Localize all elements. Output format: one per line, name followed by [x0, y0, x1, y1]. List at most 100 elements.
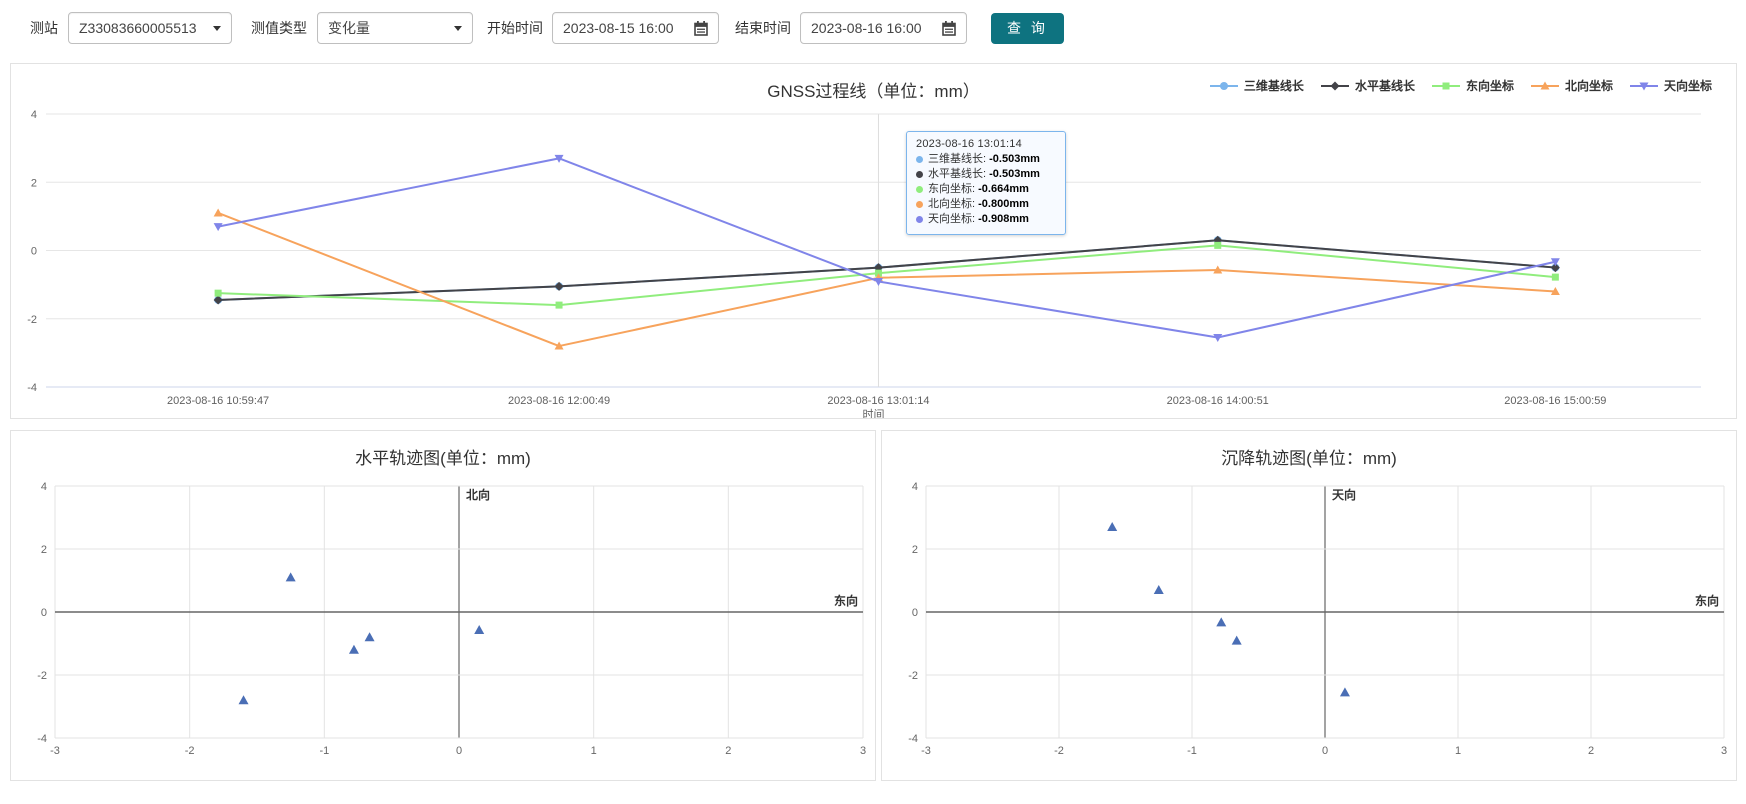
svg-text:2023-08-16 13:01:14: 2023-08-16 13:01:14 — [827, 395, 929, 407]
tooltip-rows: 三维基线长: -0.503mm 水平基线长: -0.503mm 东向坐标: -0.6… — [916, 152, 1056, 227]
chart-tooltip: 2023-08-16 13:01:14 三维基线长: -0.503mm 水平基线长… — [906, 131, 1066, 235]
tooltip-row-text: 东向坐标: -0.664mm — [928, 183, 1029, 195]
start-time-input[interactable]: 2023-08-15 16:00 — [552, 12, 719, 44]
svg-text:4: 4 — [912, 481, 918, 493]
svg-text:东向: 东向 — [834, 593, 858, 608]
svg-text:东向: 东向 — [1695, 593, 1719, 608]
series-color-dot — [916, 156, 923, 163]
legend-label: 三维基线长 — [1243, 79, 1304, 93]
line-chart-x-labels: 2023-08-16 10:59:47 2023-08-16 12:00:49 20… — [167, 395, 1606, 418]
station-label: 测站 — [30, 20, 58, 36]
legend-item-天向坐标[interactable]: 天向坐标 — [1629, 77, 1712, 94]
tooltip-row-text: 三维基线长: -0.503mm — [928, 153, 1040, 165]
svg-text:2: 2 — [31, 177, 37, 189]
series-color-dot — [916, 186, 923, 193]
measure-type-select[interactable]: 变化量 — [317, 12, 473, 44]
gnss-line-chart[interactable]: 4 2 0 -2 -4 2023-08-16 10:59:47 2023-08-16 12:… — [11, 64, 1736, 418]
triangle-marker-icon — [1530, 81, 1559, 90]
start-time-label: 开始时间 — [487, 20, 543, 36]
tooltip-row: 天向坐标: -0.908mm — [916, 212, 1056, 227]
diamond-marker-icon — [1320, 81, 1349, 91]
measure-type-select-value: 变化量 — [328, 20, 370, 36]
tooltip-row: 水平基线长: -0.503mm — [916, 167, 1056, 182]
station-select-value: Z33083660005513 — [79, 20, 197, 36]
svg-text:2: 2 — [912, 544, 918, 556]
svg-text:0: 0 — [41, 607, 47, 619]
svg-text:3: 3 — [1721, 745, 1727, 757]
circle-marker-icon — [1209, 82, 1238, 90]
tooltip-row-text: 天向坐标: -0.908mm — [928, 213, 1029, 225]
station-select[interactable]: Z33083660005513 — [68, 12, 232, 44]
end-time-label: 结束时间 — [735, 20, 791, 36]
svg-text:天向: 天向 — [1332, 487, 1356, 502]
series-color-dot — [916, 171, 923, 178]
trajectory-row: 水平轨迹图(单位：mm) -3 -2 -1 0 1 2 3 4 2 0 -2 -4 北向东向 沉降轨迹图… — [10, 430, 1746, 781]
query-button[interactable]: 查 询 — [991, 12, 1064, 44]
toolbar: 测站 Z33083660005513 测值类型 变化量 开始时间 2023-08… — [0, 0, 1746, 56]
svg-text:2: 2 — [725, 745, 731, 757]
series-水平基线长[interactable] — [213, 235, 1560, 305]
calendar-icon — [694, 20, 708, 36]
svg-text:-3: -3 — [921, 745, 931, 757]
svg-text:-4: -4 — [27, 382, 37, 394]
settlement-trajectory-title: 沉降轨迹图(单位：mm) — [1221, 449, 1397, 468]
legend-label: 天向坐标 — [1663, 79, 1712, 93]
tooltip-row-text: 北向坐标: -0.800mm — [928, 198, 1029, 210]
line-chart-grid: 4 2 0 -2 -4 — [27, 109, 1701, 394]
legend-label: 东向坐标 — [1465, 79, 1514, 93]
svg-text:1: 1 — [1455, 745, 1461, 757]
svg-text:-2: -2 — [908, 670, 918, 682]
svg-text:2: 2 — [1588, 745, 1594, 757]
gnss-process-line-panel: GNSS过程线（单位：mm） 三维基线长 水平基线长 东向坐标 北向坐标 天向坐标 4 2… — [10, 63, 1737, 419]
svg-text:时间: 时间 — [863, 408, 885, 418]
svg-text:-2: -2 — [27, 314, 37, 326]
end-time-input[interactable]: 2023-08-16 16:00 — [800, 12, 967, 44]
tooltip-row: 北向坐标: -0.800mm — [916, 197, 1056, 212]
svg-text:-2: -2 — [185, 745, 195, 757]
svg-text:-4: -4 — [37, 733, 47, 745]
end-time-value: 2023-08-16 16:00 — [811, 20, 922, 36]
tooltip-row: 东向坐标: -0.664mm — [916, 182, 1056, 197]
scatter-points[interactable] — [238, 572, 485, 705]
svg-text:4: 4 — [41, 481, 47, 493]
svg-text:1: 1 — [591, 745, 597, 757]
legend-item-北向坐标[interactable]: 北向坐标 — [1530, 77, 1613, 94]
svg-text:0: 0 — [31, 246, 37, 258]
chart-legend: 三维基线长 水平基线长 东向坐标 北向坐标 天向坐标 — [1209, 77, 1712, 94]
series-color-dot — [916, 201, 923, 208]
svg-text:2023-08-16 14:00:51: 2023-08-16 14:00:51 — [1167, 395, 1269, 407]
series-北向坐标[interactable] — [213, 208, 1560, 350]
triangle-down-marker-icon — [1629, 82, 1658, 91]
svg-text:0: 0 — [456, 745, 462, 757]
scatter-grid: -3 -2 -1 0 1 2 3 4 2 0 -2 -4 — [37, 481, 866, 757]
svg-text:2023-08-16 10:59:47: 2023-08-16 10:59:47 — [167, 395, 269, 407]
svg-text:-2: -2 — [1054, 745, 1064, 757]
svg-text:-4: -4 — [908, 733, 918, 745]
legend-item-三维基线长[interactable]: 三维基线长 — [1209, 77, 1304, 94]
start-time-value: 2023-08-15 16:00 — [563, 20, 674, 36]
svg-text:-1: -1 — [1187, 745, 1197, 757]
scatter-points[interactable] — [1107, 521, 1350, 697]
svg-text:北向: 北向 — [466, 487, 490, 502]
legend-item-东向坐标[interactable]: 东向坐标 — [1431, 77, 1514, 94]
calendar-icon — [942, 20, 956, 36]
series-三维基线长[interactable] — [214, 236, 1560, 304]
horizontal-trajectory-panel: 水平轨迹图(单位：mm) -3 -2 -1 0 1 2 3 4 2 0 -2 -4 北向 东向 — [10, 430, 876, 781]
caret-down-icon — [454, 25, 462, 31]
caret-down-icon — [213, 25, 221, 31]
settlement-trajectory-panel: 沉降轨迹图(单位：mm) -3 -2 -1 0 1 2 3 4 2 0 -2 -4 天向东向 — [881, 430, 1737, 781]
series-color-dot — [916, 216, 923, 223]
legend-item-水平基线长[interactable]: 水平基线长 — [1320, 77, 1415, 94]
svg-text:2023-08-16 15:00:59: 2023-08-16 15:00:59 — [1504, 395, 1606, 407]
svg-text:0: 0 — [1322, 745, 1328, 757]
svg-text:0: 0 — [912, 607, 918, 619]
svg-text:2: 2 — [41, 544, 47, 556]
tooltip-row-text: 水平基线长: -0.503mm — [928, 168, 1040, 180]
svg-text:4: 4 — [31, 109, 37, 121]
series-天向坐标[interactable] — [213, 154, 1560, 343]
horizontal-trajectory-title: 水平轨迹图(单位：mm) — [355, 449, 531, 468]
